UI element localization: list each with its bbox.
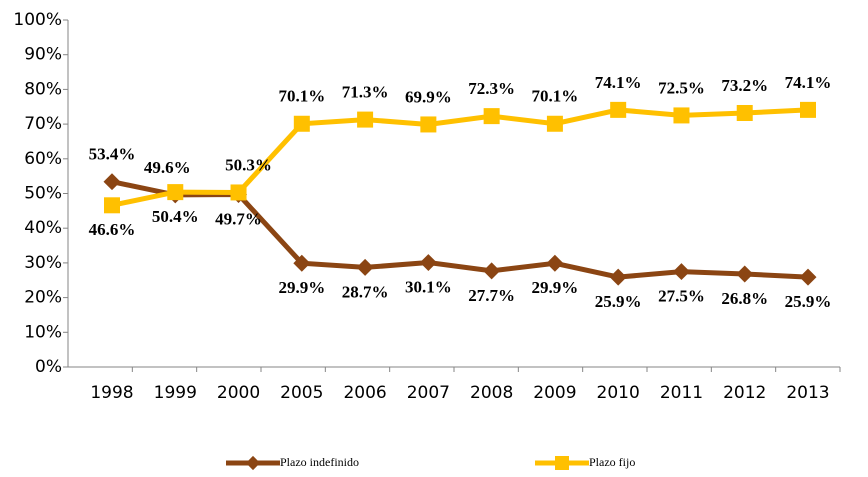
series-line [111, 179, 809, 280]
x-tick-label: 1998 [90, 383, 133, 403]
marker [357, 111, 374, 128]
marker [167, 184, 184, 201]
marker [736, 265, 754, 283]
value-label: 72.5% [658, 78, 705, 97]
y-tick-label: 60% [24, 149, 62, 169]
marker [230, 184, 247, 201]
marker [356, 258, 374, 276]
value-label: 46.6% [89, 220, 136, 239]
value-label: 71.3% [342, 82, 389, 101]
value-label: 29.9% [278, 278, 325, 297]
marker [419, 254, 437, 272]
marker [483, 262, 501, 280]
legend-label: Plazo indefinido [280, 455, 359, 469]
value-label: 27.5% [658, 286, 705, 305]
x-tick-label: 2012 [723, 383, 766, 403]
legend-marker [245, 455, 261, 471]
x-tick-label: 1999 [154, 383, 197, 403]
value-label: 30.1% [405, 277, 452, 296]
marker [293, 254, 311, 272]
marker [610, 101, 627, 118]
value-label: 50.4% [152, 207, 199, 226]
marker [420, 116, 437, 133]
x-tick-label: 2007 [407, 383, 450, 403]
value-label: 25.9% [595, 292, 642, 311]
x-tick-label: 2009 [533, 383, 576, 403]
y-tick-label: 10% [24, 322, 62, 342]
value-label: 69.9% [405, 87, 452, 106]
marker [546, 254, 564, 272]
value-label: 72.3% [468, 79, 515, 98]
y-tick-label: 80% [24, 79, 62, 99]
y-tick-label: 40% [24, 218, 62, 238]
value-label: 70.1% [532, 87, 579, 106]
value-label: 29.9% [532, 278, 579, 297]
value-label: 70.1% [278, 87, 325, 106]
x-tick-label: 2010 [597, 383, 640, 403]
x-tick-label: 2011 [660, 383, 703, 403]
series-line [111, 107, 809, 208]
y-tick-label: 70% [24, 114, 62, 134]
y-tick-label: 100% [13, 10, 62, 30]
x-tick-label: 2006 [343, 383, 386, 403]
value-label: 50.3% [225, 155, 272, 174]
value-label: 53.4% [89, 145, 136, 164]
value-label: 74.1% [785, 73, 832, 92]
x-tick-label: 2013 [786, 383, 829, 403]
value-label: 27.7% [468, 286, 515, 305]
x-tick-label: 2008 [470, 383, 513, 403]
marker [609, 268, 627, 286]
x-tick-label: 2005 [280, 383, 323, 403]
value-label: 74.1% [595, 73, 642, 92]
marker [483, 108, 500, 125]
value-label: 73.2% [721, 76, 768, 95]
legend-marker [555, 456, 569, 470]
marker [672, 263, 690, 281]
legend-label: Plazo fijo [589, 455, 635, 469]
x-tick-label: 2000 [217, 383, 260, 403]
value-label: 26.8% [721, 289, 768, 308]
marker [799, 268, 817, 286]
y-tick-label: 30% [24, 253, 62, 273]
marker [546, 115, 563, 132]
y-tick-label: 0% [35, 357, 62, 377]
value-label: 28.7% [342, 282, 389, 301]
value-label: 49.7% [215, 209, 262, 228]
marker [103, 173, 121, 191]
marker [104, 197, 120, 214]
marker [800, 101, 816, 118]
marker [293, 115, 310, 132]
value-label: 25.9% [785, 292, 832, 311]
y-tick-label: 20% [24, 288, 62, 308]
y-tick-label: 90% [24, 45, 62, 65]
value-label: 49.6% [144, 158, 191, 177]
marker [736, 104, 753, 121]
y-tick-label: 50% [24, 184, 62, 204]
marker [673, 107, 690, 124]
